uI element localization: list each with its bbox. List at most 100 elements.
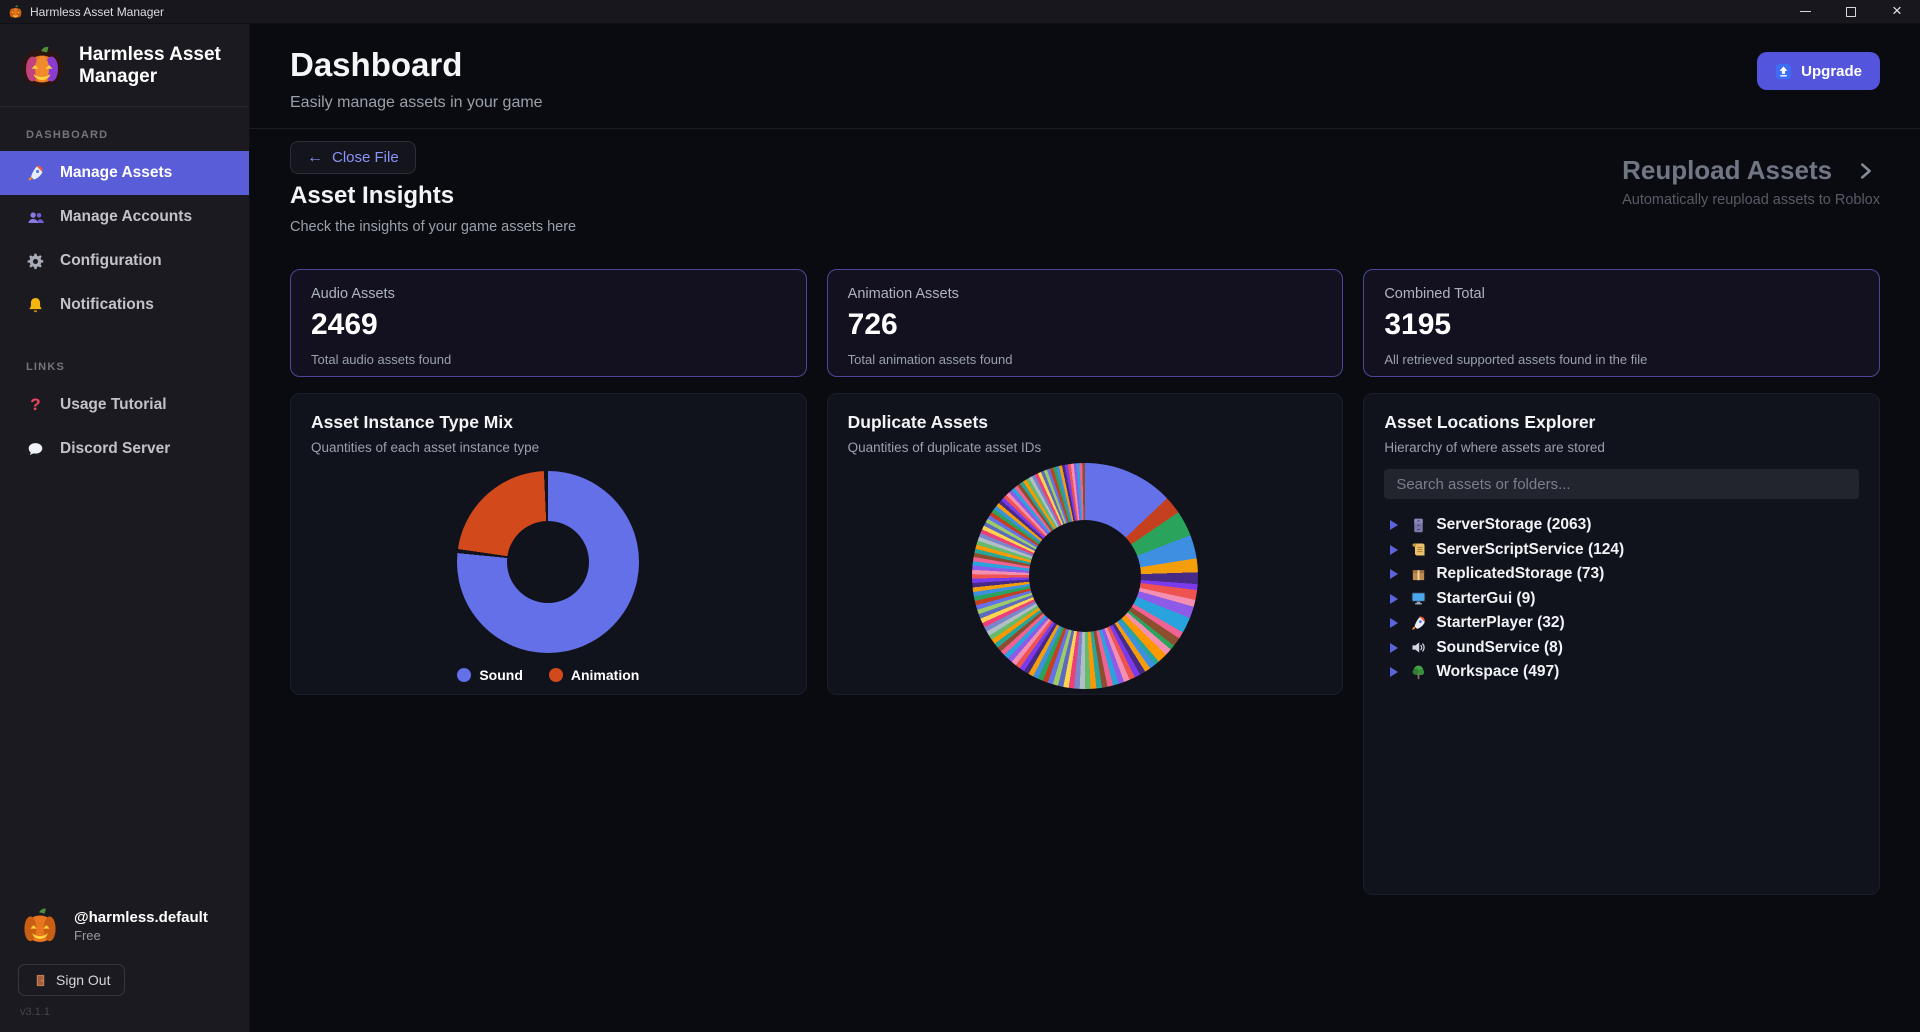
stat-value: 726 (847, 308, 898, 341)
tree-row-soundservice[interactable]: SoundService (8) (1384, 636, 1859, 661)
type-mix-legend: Sound Animation (457, 667, 639, 683)
explorer-tree: ServerStorage (2063) ServerScriptService… (1384, 513, 1859, 685)
panel-duplicate-assets: Duplicate Assets Quantities of duplicate… (826, 393, 1344, 695)
sidebar-item-label: Notifications (60, 296, 154, 313)
stat-title: Animation Assets (847, 286, 959, 302)
tree-row-replicatedstorage[interactable]: ReplicatedStorage (73) (1384, 562, 1859, 587)
panel-subtitle: Quantities of each asset instance type (311, 440, 540, 455)
restore-icon (1846, 6, 1856, 17)
donut-hole (1028, 520, 1141, 632)
panel-subtitle: Hierarchy of where assets are stored (1384, 440, 1605, 455)
expand-caret-icon[interactable] (1390, 642, 1399, 653)
legend-label: Animation (570, 667, 640, 683)
door-icon (33, 973, 48, 988)
tree-label: StarterGui (9) (1436, 589, 1536, 607)
reupload-subtitle: Automatically reupload assets to Roblox (1622, 192, 1880, 208)
panel-title: Asset Instance Type Mix (311, 412, 513, 432)
tree-row-startergui[interactable]: StarterGui (9) (1384, 587, 1859, 612)
sidebar-item-label: Discord Server (60, 440, 171, 457)
duplicates-donut-chart (971, 463, 1198, 689)
tree-icon (1409, 663, 1427, 681)
gear-icon (26, 252, 45, 271)
close-icon (1892, 2, 1902, 21)
upgrade-label: Upgrade (1801, 62, 1862, 80)
tree-label: ReplicatedStorage (73) (1436, 565, 1605, 583)
tree-row-starterplayer[interactable]: StarterPlayer (32) (1384, 611, 1859, 636)
donut-hole (507, 521, 590, 603)
sidebar-item-manage-assets[interactable]: Manage Assets (0, 151, 249, 195)
expand-caret-icon[interactable] (1390, 593, 1399, 604)
cabinet-icon (1409, 516, 1427, 534)
panel-asset-locations-explorer: Asset Locations Explorer Hierarchy of wh… (1363, 393, 1880, 895)
sidebar-item-label: Usage Tutorial (60, 396, 167, 413)
restore-button[interactable] (1828, 0, 1874, 23)
page-title: Dashboard (290, 46, 463, 83)
reupload-title: Reupload Assets (1622, 155, 1833, 185)
speech-bubble-icon (26, 440, 45, 459)
reupload-assets-button[interactable]: Reupload Assets Automatically reupload a… (1622, 155, 1880, 208)
explorer-search-input[interactable] (1384, 469, 1859, 499)
upgrade-button[interactable]: Upgrade (1757, 52, 1880, 90)
arrow-left-icon (307, 149, 323, 167)
chevron-right-icon (1854, 160, 1876, 182)
tree-label: Workspace (497) (1436, 663, 1560, 681)
tree-label: ServerStorage (2063) (1436, 516, 1592, 534)
panel-asset-instance-type-mix: Asset Instance Type Mix Quantities of ea… (290, 393, 807, 695)
tree-label: SoundService (8) (1436, 638, 1563, 656)
sign-out-label: Sign Out (56, 972, 111, 988)
close-file-button[interactable]: Close File (290, 141, 416, 174)
people-icon (26, 208, 45, 227)
sidebar-item-usage-tutorial[interactable]: Usage Tutorial (0, 383, 249, 427)
stat-title: Combined Total (1384, 286, 1485, 302)
expand-caret-icon[interactable] (1390, 618, 1399, 629)
sidebar-item-label: Manage Assets (60, 164, 173, 181)
sidebar-item-notifications[interactable]: Notifications (0, 283, 249, 327)
sidebar-item-label: Configuration (60, 252, 162, 269)
rocket-icon (1409, 614, 1427, 632)
tree-row-serverstorage[interactable]: ServerStorage (2063) (1384, 513, 1859, 538)
page-subtitle: Easily manage assets in your game (290, 94, 543, 111)
scroll-icon (1409, 541, 1427, 559)
stat-title: Audio Assets (311, 286, 395, 302)
user-plan-badge: Free (74, 928, 101, 943)
legend-item-sound: Sound (457, 667, 523, 683)
user-profile: @harmless.default Free (18, 904, 231, 948)
expand-caret-icon[interactable] (1390, 520, 1399, 531)
upgrade-icon (1775, 63, 1792, 80)
type-mix-donut-chart (457, 471, 640, 653)
stat-card-audio-assets: Audio Assets 2469 Total audio assets fou… (290, 269, 807, 377)
stat-value: 3195 (1384, 308, 1452, 341)
stat-caption: Total animation assets found (847, 352, 1013, 367)
sidebar: Harmless Asset Manager DASHBOARD Manage … (0, 24, 250, 1032)
app-pumpkin-icon (8, 4, 23, 19)
sidebar-item-label: Manage Accounts (60, 208, 193, 225)
tree-row-serverscriptservice[interactable]: ServerScriptService (124) (1384, 538, 1859, 563)
question-icon (26, 396, 45, 415)
stat-value: 2469 (311, 308, 378, 341)
sidebar-item-configuration[interactable]: Configuration (0, 239, 249, 283)
sidebar-item-manage-accounts[interactable]: Manage Accounts (0, 195, 249, 239)
insights-subtitle: Check the insights of your game assets h… (290, 219, 577, 235)
expand-caret-icon[interactable] (1390, 544, 1399, 555)
tree-row-workspace[interactable]: Workspace (497) (1384, 660, 1859, 685)
panel-title: Asset Locations Explorer (1384, 412, 1596, 432)
close-file-label: Close File (332, 149, 399, 166)
panel-title: Duplicate Assets (847, 412, 989, 432)
expand-caret-icon[interactable] (1390, 569, 1399, 580)
minimize-icon (1799, 11, 1811, 12)
legend-dot-animation (548, 668, 563, 682)
window-title: Harmless Asset Manager (30, 4, 165, 19)
page-header: Dashboard Easily manage assets in your g… (250, 24, 1920, 129)
sidebar-section-links: LINKS (26, 361, 65, 373)
insights-title: Asset Insights (290, 182, 455, 209)
minimize-button[interactable] (1782, 0, 1828, 23)
expand-caret-icon[interactable] (1390, 667, 1399, 678)
main-content: Dashboard Easily manage assets in your g… (250, 24, 1920, 1032)
close-button[interactable] (1874, 0, 1920, 23)
stat-card-animation-assets: Animation Assets 726 Total animation ass… (826, 269, 1344, 377)
sign-out-button[interactable]: Sign Out (18, 964, 126, 996)
sidebar-item-discord-server[interactable]: Discord Server (0, 427, 249, 471)
insights-header-group: Close File Asset Insights Check the insi… (290, 141, 576, 235)
tree-label: StarterPlayer (32) (1436, 614, 1565, 632)
brand-name: Harmless Asset Manager (79, 44, 221, 87)
